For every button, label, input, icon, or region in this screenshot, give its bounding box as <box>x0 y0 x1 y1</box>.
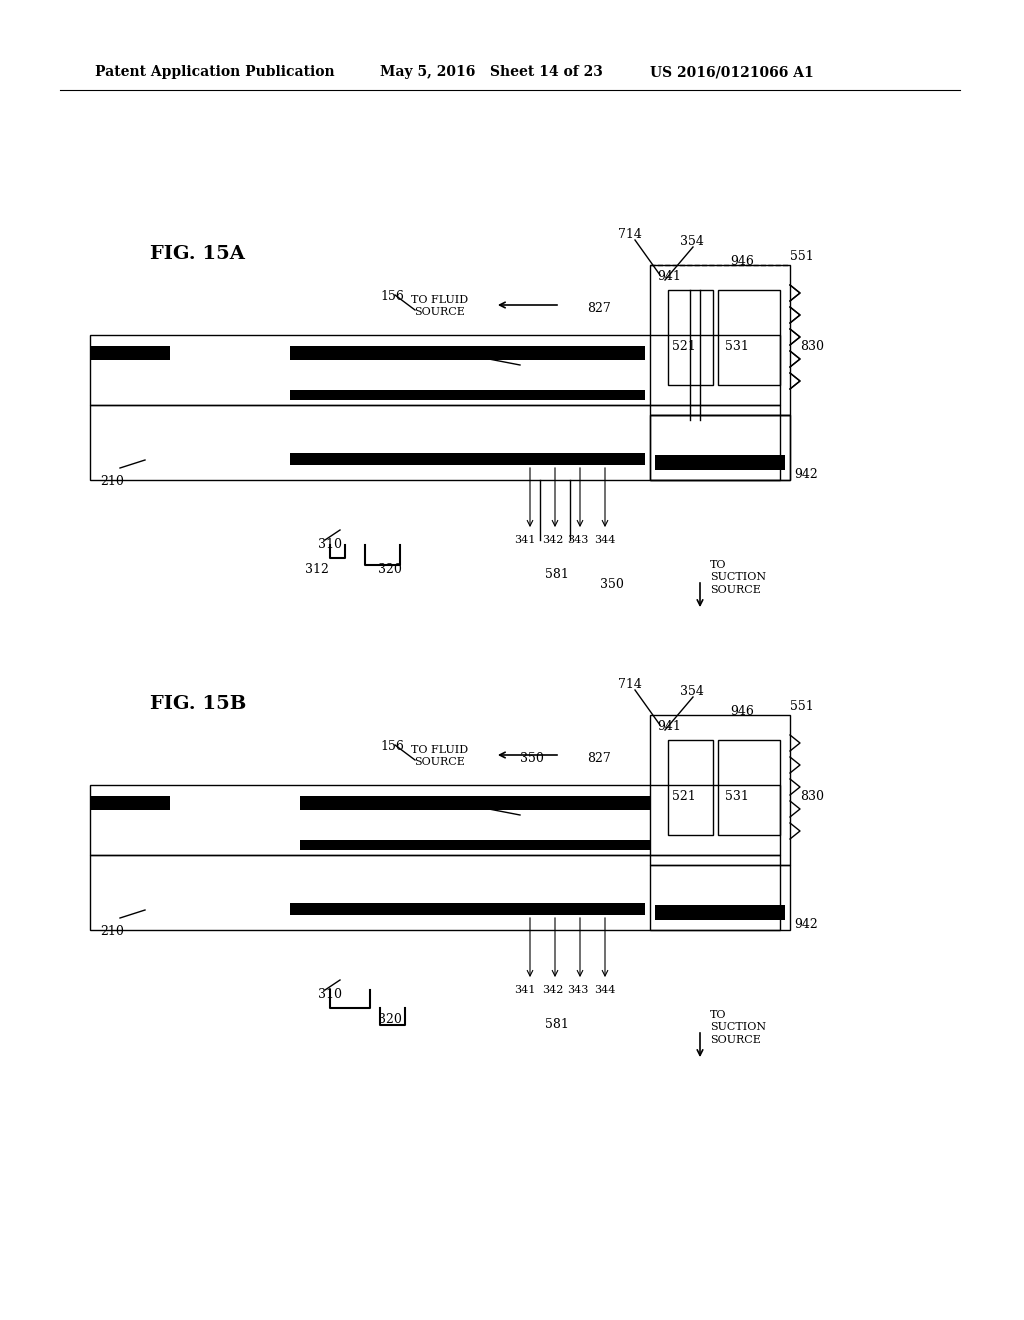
Text: 156: 156 <box>380 741 403 752</box>
Text: FIG. 15B: FIG. 15B <box>150 696 247 713</box>
Text: 341: 341 <box>514 985 536 995</box>
Text: 827: 827 <box>587 752 610 766</box>
Text: 830: 830 <box>800 789 824 803</box>
Text: TO
SUCTION
SOURCE: TO SUCTION SOURCE <box>710 560 766 595</box>
Text: 341: 341 <box>514 535 536 545</box>
Text: 210: 210 <box>100 925 124 939</box>
Text: 320: 320 <box>378 1012 401 1026</box>
Text: 352: 352 <box>440 799 464 810</box>
Text: 942: 942 <box>794 469 818 480</box>
Text: 714: 714 <box>618 228 642 242</box>
Text: 156: 156 <box>380 290 403 304</box>
Text: 946: 946 <box>730 705 754 718</box>
Bar <box>655 455 785 470</box>
Text: 352: 352 <box>440 348 464 360</box>
Text: US 2016/0121066 A1: US 2016/0121066 A1 <box>650 65 814 79</box>
Bar <box>90 335 780 405</box>
Text: 714: 714 <box>618 678 642 690</box>
Bar <box>655 455 785 470</box>
Bar <box>650 265 790 414</box>
Text: 941: 941 <box>657 271 681 282</box>
Bar <box>718 290 780 385</box>
Text: 310: 310 <box>318 539 342 550</box>
Bar <box>290 903 645 915</box>
Bar <box>290 453 645 465</box>
Bar <box>650 414 790 480</box>
Text: 320: 320 <box>378 564 401 576</box>
Text: 344: 344 <box>594 535 615 545</box>
Text: 342: 342 <box>543 985 563 995</box>
Bar <box>655 906 785 920</box>
Text: May 5, 2016: May 5, 2016 <box>380 65 475 79</box>
Text: Patent Application Publication: Patent Application Publication <box>95 65 335 79</box>
Text: 531: 531 <box>725 341 749 352</box>
Bar <box>90 785 780 855</box>
Text: 946: 946 <box>730 255 754 268</box>
Text: Sheet 14 of 23: Sheet 14 of 23 <box>490 65 603 79</box>
Text: TO FLUID
SOURCE: TO FLUID SOURCE <box>412 294 469 317</box>
Text: 830: 830 <box>800 341 824 352</box>
Bar <box>300 796 650 810</box>
Text: 354: 354 <box>680 235 703 248</box>
Bar <box>668 741 713 836</box>
Bar <box>300 840 650 850</box>
Text: 210: 210 <box>100 475 124 488</box>
Text: 343: 343 <box>567 985 589 995</box>
Text: 312: 312 <box>305 564 329 576</box>
Bar <box>650 414 790 480</box>
Bar <box>90 405 780 480</box>
Text: TO
SUCTION
SOURCE: TO SUCTION SOURCE <box>710 1010 766 1045</box>
Text: 531: 531 <box>725 789 749 803</box>
Bar <box>290 346 645 360</box>
Bar <box>90 855 780 931</box>
Text: 344: 344 <box>594 985 615 995</box>
Text: 942: 942 <box>794 917 818 931</box>
Bar <box>90 796 170 810</box>
Text: TO FLUID
SOURCE: TO FLUID SOURCE <box>412 744 469 767</box>
Text: 551: 551 <box>790 700 814 713</box>
Text: 342: 342 <box>543 535 563 545</box>
Text: 521: 521 <box>672 341 695 352</box>
Text: 941: 941 <box>657 719 681 733</box>
Text: 343: 343 <box>567 535 589 545</box>
Bar <box>718 741 780 836</box>
Text: 581: 581 <box>545 568 569 581</box>
Text: 350: 350 <box>600 578 624 591</box>
Bar <box>650 865 790 931</box>
Text: 827: 827 <box>587 302 610 315</box>
Text: 581: 581 <box>545 1018 569 1031</box>
Text: 310: 310 <box>318 987 342 1001</box>
Text: FIG. 15A: FIG. 15A <box>150 246 245 263</box>
Text: 350: 350 <box>520 752 544 766</box>
Text: 521: 521 <box>672 789 695 803</box>
Bar <box>668 290 713 385</box>
Text: 354: 354 <box>680 685 703 698</box>
Bar <box>90 346 170 360</box>
Bar <box>290 389 645 400</box>
Text: 551: 551 <box>790 249 814 263</box>
Bar <box>650 715 790 865</box>
